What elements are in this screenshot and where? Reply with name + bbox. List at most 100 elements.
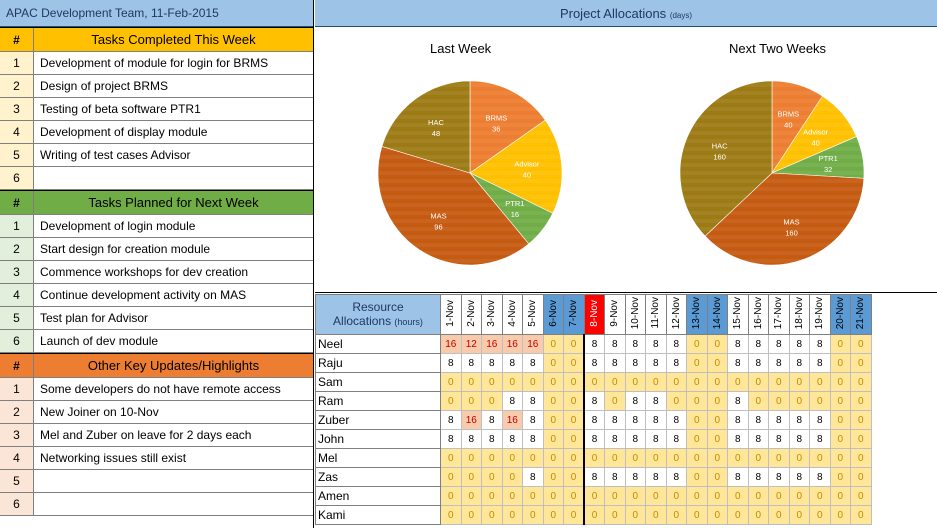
hours-cell[interactable]: 0 (665, 486, 687, 506)
hours-cell[interactable]: 0 (440, 467, 462, 487)
item-text[interactable]: Design of project BRMS (40, 79, 169, 93)
hours-cell[interactable]: 8 (665, 353, 687, 373)
hours-cell[interactable]: 0 (542, 410, 564, 430)
hours-cell[interactable]: 8 (768, 410, 790, 430)
hours-cell[interactable]: 0 (522, 505, 544, 525)
hours-cell[interactable]: 0 (645, 372, 667, 392)
hours-cell[interactable]: 8 (747, 353, 769, 373)
hours-cell[interactable]: 0 (583, 505, 605, 525)
hours-cell[interactable]: 0 (706, 372, 728, 392)
hours-cell[interactable]: 0 (686, 410, 708, 430)
hours-cell[interactable]: 0 (706, 429, 728, 449)
hours-cell[interactable]: 8 (645, 334, 667, 354)
item-text[interactable]: Testing of beta software PTR1 (40, 102, 201, 116)
hours-cell[interactable]: 8 (747, 429, 769, 449)
hours-cell[interactable]: 0 (604, 372, 626, 392)
hours-cell[interactable]: 0 (686, 486, 708, 506)
hours-cell[interactable]: 8 (460, 353, 482, 373)
hours-cell[interactable]: 8 (665, 429, 687, 449)
hours-cell[interactable]: 0 (542, 334, 564, 354)
hours-cell[interactable]: 16 (440, 334, 462, 354)
hours-cell[interactable]: 0 (604, 391, 626, 411)
hours-cell[interactable]: 0 (542, 391, 564, 411)
hours-cell[interactable]: 0 (809, 391, 831, 411)
hours-cell[interactable]: 0 (522, 448, 544, 468)
hours-cell[interactable]: 8 (604, 467, 626, 487)
hours-cell[interactable]: 0 (624, 372, 646, 392)
hours-cell[interactable]: 8 (809, 353, 831, 373)
hours-cell[interactable]: 8 (727, 353, 749, 373)
hours-cell[interactable]: 0 (686, 467, 708, 487)
hours-cell[interactable]: 8 (583, 391, 605, 411)
hours-cell[interactable]: 0 (850, 486, 872, 506)
hours-cell[interactable]: 0 (542, 372, 564, 392)
hours-cell[interactable]: 0 (686, 334, 708, 354)
hours-cell[interactable]: 0 (768, 486, 790, 506)
hours-cell[interactable]: 0 (809, 486, 831, 506)
hours-cell[interactable]: 0 (460, 467, 482, 487)
hours-cell[interactable]: 8 (788, 429, 810, 449)
hours-cell[interactable]: 0 (829, 372, 851, 392)
hours-cell[interactable]: 0 (727, 448, 749, 468)
hours-cell[interactable]: 0 (460, 505, 482, 525)
hours-cell[interactable]: 16 (460, 410, 482, 430)
hours-cell[interactable]: 0 (686, 429, 708, 449)
hours-cell[interactable]: 0 (768, 505, 790, 525)
hours-cell[interactable]: 0 (829, 448, 851, 468)
hours-cell[interactable]: 0 (440, 391, 462, 411)
hours-cell[interactable]: 0 (686, 505, 708, 525)
hours-cell[interactable]: 0 (829, 505, 851, 525)
hours-cell[interactable]: 8 (583, 467, 605, 487)
hours-cell[interactable]: 0 (563, 448, 585, 468)
hours-cell[interactable]: 0 (460, 448, 482, 468)
hours-cell[interactable]: 0 (460, 391, 482, 411)
hours-cell[interactable]: 0 (481, 486, 503, 506)
hours-cell[interactable]: 8 (604, 429, 626, 449)
hours-cell[interactable]: 8 (788, 353, 810, 373)
hours-cell[interactable]: 0 (788, 448, 810, 468)
hours-cell[interactable]: 0 (706, 486, 728, 506)
hours-cell[interactable]: 0 (747, 448, 769, 468)
hours-cell[interactable]: 0 (645, 448, 667, 468)
hours-cell[interactable]: 0 (665, 372, 687, 392)
hours-cell[interactable]: 0 (706, 448, 728, 468)
hours-cell[interactable]: 8 (624, 467, 646, 487)
item-text[interactable]: Start design for creation module (40, 242, 211, 256)
hours-cell[interactable]: 8 (604, 353, 626, 373)
item-text[interactable]: Networking issues still exist (40, 451, 187, 465)
hours-cell[interactable]: 0 (563, 429, 585, 449)
hours-cell[interactable]: 8 (809, 334, 831, 354)
hours-cell[interactable]: 0 (563, 486, 585, 506)
hours-cell[interactable]: 0 (460, 372, 482, 392)
hours-cell[interactable]: 0 (850, 391, 872, 411)
hours-cell[interactable]: 0 (829, 391, 851, 411)
hours-cell[interactable]: 0 (481, 391, 503, 411)
hours-cell[interactable]: 8 (460, 429, 482, 449)
hours-cell[interactable]: 0 (706, 353, 728, 373)
hours-cell[interactable]: 8 (583, 353, 605, 373)
hours-cell[interactable]: 0 (542, 467, 564, 487)
hours-cell[interactable]: 8 (624, 391, 646, 411)
item-text[interactable]: New Joiner on 10-Nov (40, 405, 159, 419)
hours-cell[interactable]: 8 (522, 467, 544, 487)
hours-cell[interactable]: 0 (809, 505, 831, 525)
hours-cell[interactable]: 8 (727, 467, 749, 487)
hours-cell[interactable]: 0 (665, 448, 687, 468)
hours-cell[interactable]: 0 (481, 467, 503, 487)
hours-cell[interactable]: 0 (542, 429, 564, 449)
hours-cell[interactable]: 0 (624, 448, 646, 468)
hours-cell[interactable]: 8 (522, 410, 544, 430)
hours-cell[interactable]: 8 (522, 391, 544, 411)
hours-cell[interactable]: 0 (624, 505, 646, 525)
hours-cell[interactable]: 0 (809, 372, 831, 392)
hours-cell[interactable]: 0 (747, 372, 769, 392)
hours-cell[interactable]: 0 (481, 372, 503, 392)
hours-cell[interactable]: 0 (829, 467, 851, 487)
hours-cell[interactable]: 0 (686, 391, 708, 411)
hours-cell[interactable]: 8 (501, 391, 523, 411)
hours-cell[interactable]: 0 (829, 410, 851, 430)
hours-cell[interactable]: 0 (583, 372, 605, 392)
hours-cell[interactable]: 0 (481, 505, 503, 525)
hours-cell[interactable]: 0 (809, 448, 831, 468)
hours-cell[interactable]: 0 (747, 391, 769, 411)
